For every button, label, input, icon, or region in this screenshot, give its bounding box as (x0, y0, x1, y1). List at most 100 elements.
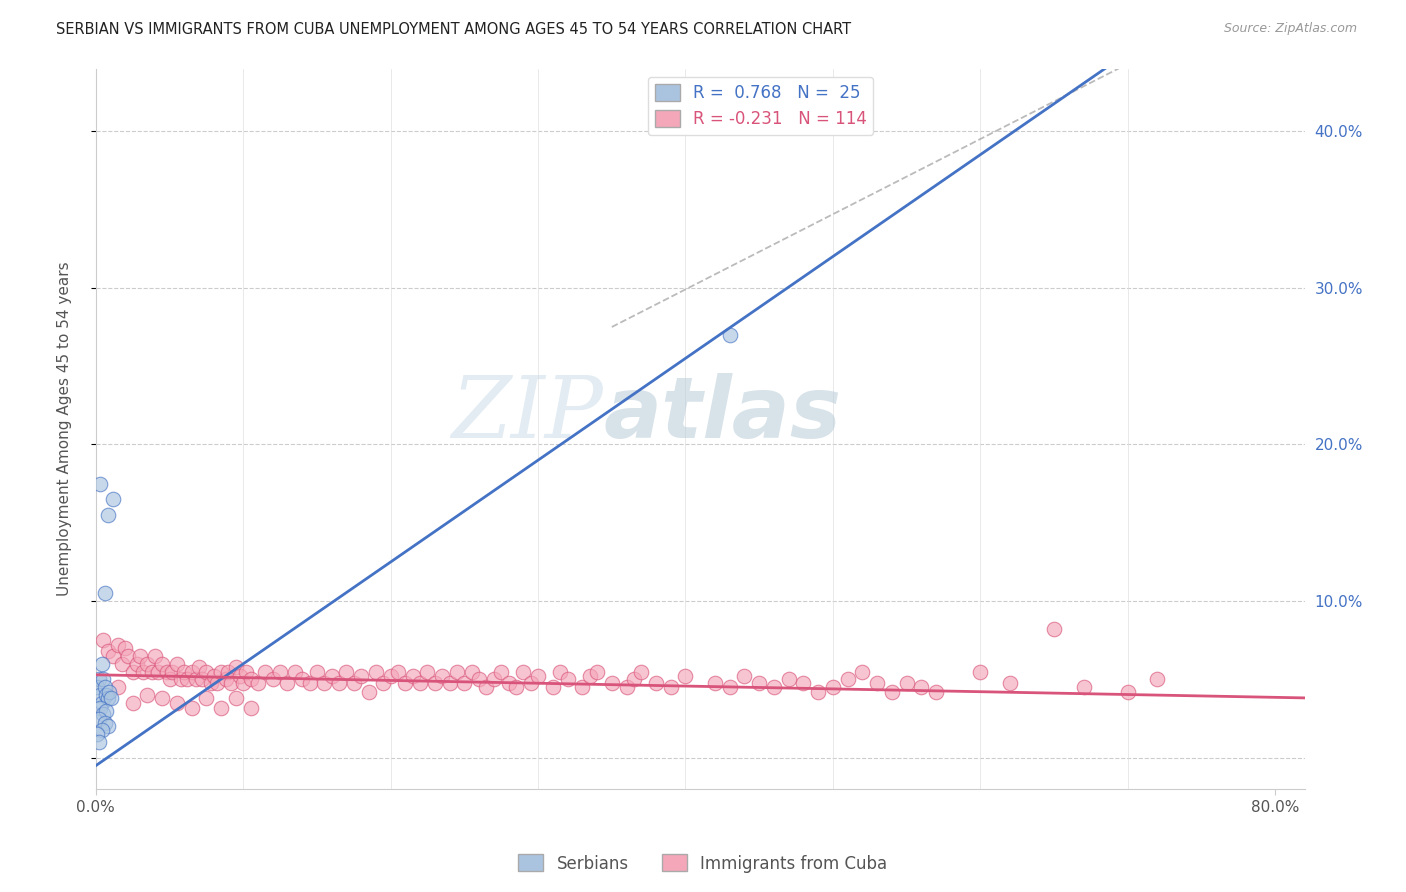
Point (214, 673, 236, 687)
Point (498, 675, 520, 690)
Point (100, 691, 122, 706)
Point (718, 327, 741, 342)
Point (98, 685, 121, 699)
Point (136, 688, 159, 702)
Point (146, 665, 169, 679)
Point (659, 681, 682, 695)
Text: atlas: atlas (603, 373, 842, 456)
Point (89, 476, 111, 491)
Point (90, 696, 112, 710)
Point (141, 665, 163, 679)
Point (925, 685, 948, 699)
Point (239, 700, 262, 714)
Point (235, 665, 257, 679)
Point (184, 673, 207, 687)
Point (150, 691, 173, 706)
Point (86, 681, 108, 695)
Point (107, 681, 129, 695)
Point (733, 669, 755, 683)
Point (350, 669, 373, 683)
Point (170, 673, 193, 687)
Point (103, 648, 125, 663)
Point (1146, 673, 1168, 687)
Point (188, 660, 211, 674)
Point (94, 688, 117, 702)
Point (328, 675, 350, 690)
Point (94, 704, 117, 718)
Point (205, 675, 228, 690)
Point (209, 665, 232, 679)
Point (173, 665, 195, 679)
Point (364, 665, 387, 679)
Point (423, 675, 446, 690)
Point (97, 691, 120, 706)
Y-axis label: Unemployment Among Ages 45 to 54 years: Unemployment Among Ages 45 to 54 years (58, 261, 72, 596)
Point (343, 675, 366, 690)
Point (778, 673, 800, 687)
Point (335, 665, 357, 679)
Point (718, 681, 741, 695)
Point (229, 669, 252, 683)
Point (1073, 681, 1095, 695)
Point (200, 675, 222, 690)
Point (162, 665, 184, 679)
Point (91, 706, 114, 721)
Point (114, 641, 136, 656)
Point (880, 685, 903, 699)
Point (111, 657, 134, 671)
Point (191, 673, 214, 687)
Point (97, 644, 120, 658)
Point (409, 675, 432, 690)
Point (519, 675, 541, 690)
Point (600, 675, 623, 690)
Point (630, 665, 652, 679)
Point (132, 665, 155, 679)
Point (269, 665, 291, 679)
Point (298, 675, 321, 690)
Point (866, 675, 889, 690)
Point (176, 673, 198, 687)
Point (180, 665, 202, 679)
Point (225, 660, 247, 674)
Point (586, 665, 609, 679)
Point (762, 681, 785, 695)
Point (97, 508, 120, 522)
Point (571, 681, 593, 695)
Point (90, 723, 112, 737)
Point (276, 675, 298, 690)
Point (489, 665, 512, 679)
Point (821, 681, 844, 695)
Point (541, 681, 564, 695)
Text: SERBIAN VS IMMIGRANTS FROM CUBA UNEMPLOYMENT AMONG AGES 45 TO 54 YEARS CORRELATI: SERBIAN VS IMMIGRANTS FROM CUBA UNEMPLOY… (56, 22, 852, 37)
Point (616, 681, 638, 695)
Point (246, 675, 269, 690)
Point (896, 675, 918, 690)
Point (136, 657, 159, 671)
Point (645, 675, 668, 690)
Point (675, 669, 697, 683)
Text: ZIP: ZIP (451, 373, 603, 456)
Point (482, 673, 505, 687)
Point (254, 665, 277, 679)
Text: Source: ZipAtlas.com: Source: ZipAtlas.com (1223, 22, 1357, 36)
Point (239, 673, 262, 687)
Point (394, 675, 416, 690)
Point (807, 685, 830, 699)
Legend: Serbians, Immigrants from Cuba: Serbians, Immigrants from Cuba (512, 847, 894, 880)
Point (89, 700, 111, 714)
Point (202, 669, 225, 683)
Point (453, 675, 475, 690)
Point (97, 719, 120, 733)
Point (969, 665, 991, 679)
Point (107, 638, 129, 652)
Point (623, 673, 645, 687)
Point (548, 665, 571, 679)
Point (121, 696, 143, 710)
Point (155, 665, 177, 679)
Point (505, 681, 527, 695)
Point (143, 648, 166, 663)
Point (87, 712, 110, 726)
Point (402, 669, 425, 683)
Point (387, 665, 409, 679)
Point (93, 716, 115, 731)
